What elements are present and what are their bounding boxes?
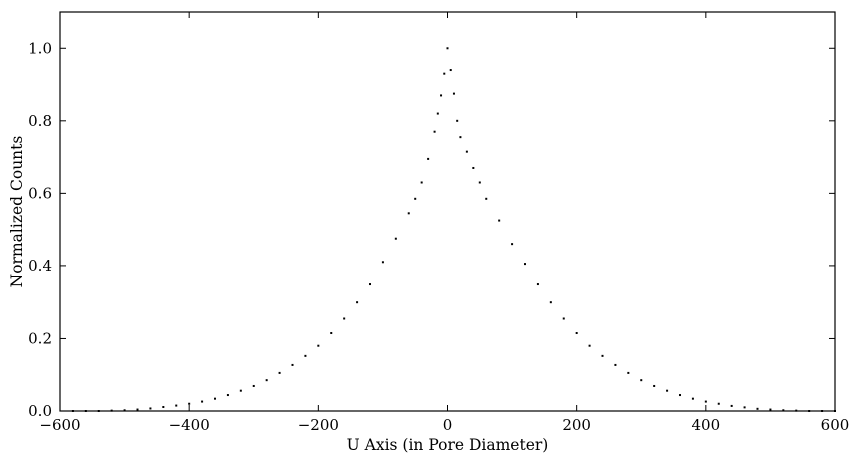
data-point — [291, 363, 294, 366]
data-point — [265, 379, 268, 382]
data-point — [704, 400, 707, 403]
data-point — [252, 384, 255, 387]
data-point — [407, 212, 410, 215]
data-point — [653, 384, 656, 387]
data-point — [465, 150, 468, 153]
data-points — [71, 47, 836, 412]
data-point — [175, 404, 178, 407]
x-tick-label: 600 — [821, 416, 850, 434]
data-point — [769, 408, 772, 411]
y-tick-label: 1.0 — [28, 39, 52, 57]
data-point — [691, 397, 694, 400]
data-point — [511, 243, 514, 246]
data-point — [549, 301, 552, 304]
x-tick-label: 200 — [562, 416, 591, 434]
data-point — [343, 317, 346, 320]
data-point — [478, 181, 481, 184]
data-point — [414, 197, 417, 200]
data-point — [356, 301, 359, 304]
x-axis-label: U Axis (in Pore Diameter) — [347, 436, 549, 454]
data-point — [278, 371, 281, 374]
data-point — [575, 332, 578, 335]
data-point — [536, 283, 539, 286]
data-point — [433, 130, 436, 133]
x-tick-label: 0 — [443, 416, 453, 434]
data-point — [782, 409, 785, 412]
data-point — [149, 407, 152, 410]
data-point — [524, 263, 526, 266]
data-point — [627, 371, 630, 374]
y-axis-label: Normalized Counts — [8, 136, 26, 288]
x-tick-label: −400 — [169, 416, 210, 434]
data-point — [381, 261, 384, 264]
data-point — [485, 197, 488, 200]
data-point — [730, 404, 733, 407]
y-tick-label: 0.8 — [28, 112, 52, 130]
x-tick-label: −200 — [298, 416, 339, 434]
data-point — [239, 389, 242, 392]
data-point — [136, 408, 139, 411]
data-point — [717, 402, 720, 405]
data-point — [330, 332, 333, 335]
data-point — [369, 283, 371, 286]
data-point — [226, 394, 229, 397]
data-point — [123, 409, 126, 412]
data-point — [679, 394, 681, 397]
data-point — [188, 402, 191, 405]
x-tick-label: −600 — [39, 416, 80, 434]
data-point — [446, 47, 449, 50]
data-point — [588, 344, 591, 347]
data-point — [436, 112, 439, 115]
data-point — [440, 94, 443, 97]
data-point — [449, 69, 452, 72]
data-point — [214, 397, 216, 400]
data-point — [394, 237, 397, 240]
y-tick-label: 0.2 — [28, 329, 52, 347]
data-point — [614, 363, 617, 366]
data-point — [601, 354, 604, 357]
data-point — [317, 344, 320, 347]
data-point — [162, 406, 165, 409]
data-point — [452, 92, 455, 95]
y-tick-label: 0.4 — [28, 257, 52, 275]
data-point — [472, 166, 475, 169]
x-tick-label: 400 — [692, 416, 721, 434]
data-point — [201, 400, 204, 403]
plot-frame — [59, 11, 836, 412]
data-point — [427, 157, 430, 160]
data-point — [420, 181, 423, 184]
tick-labels: −600 −400 −200 0 200 400 600 0.0 0.2 0.4 0.6 0.8 1.0 — [28, 39, 849, 434]
data-point — [459, 136, 462, 139]
data-point — [498, 219, 501, 222]
data-point — [743, 406, 746, 409]
data-point — [304, 354, 307, 357]
axis-ticks — [59, 12, 836, 412]
data-point — [756, 407, 759, 410]
data-point — [443, 72, 446, 75]
y-tick-label: 0.6 — [28, 184, 52, 202]
y-tick-label: 0.0 — [28, 402, 52, 420]
data-point — [456, 119, 459, 122]
data-point — [562, 317, 565, 320]
data-point — [666, 389, 669, 392]
data-point — [640, 379, 643, 382]
